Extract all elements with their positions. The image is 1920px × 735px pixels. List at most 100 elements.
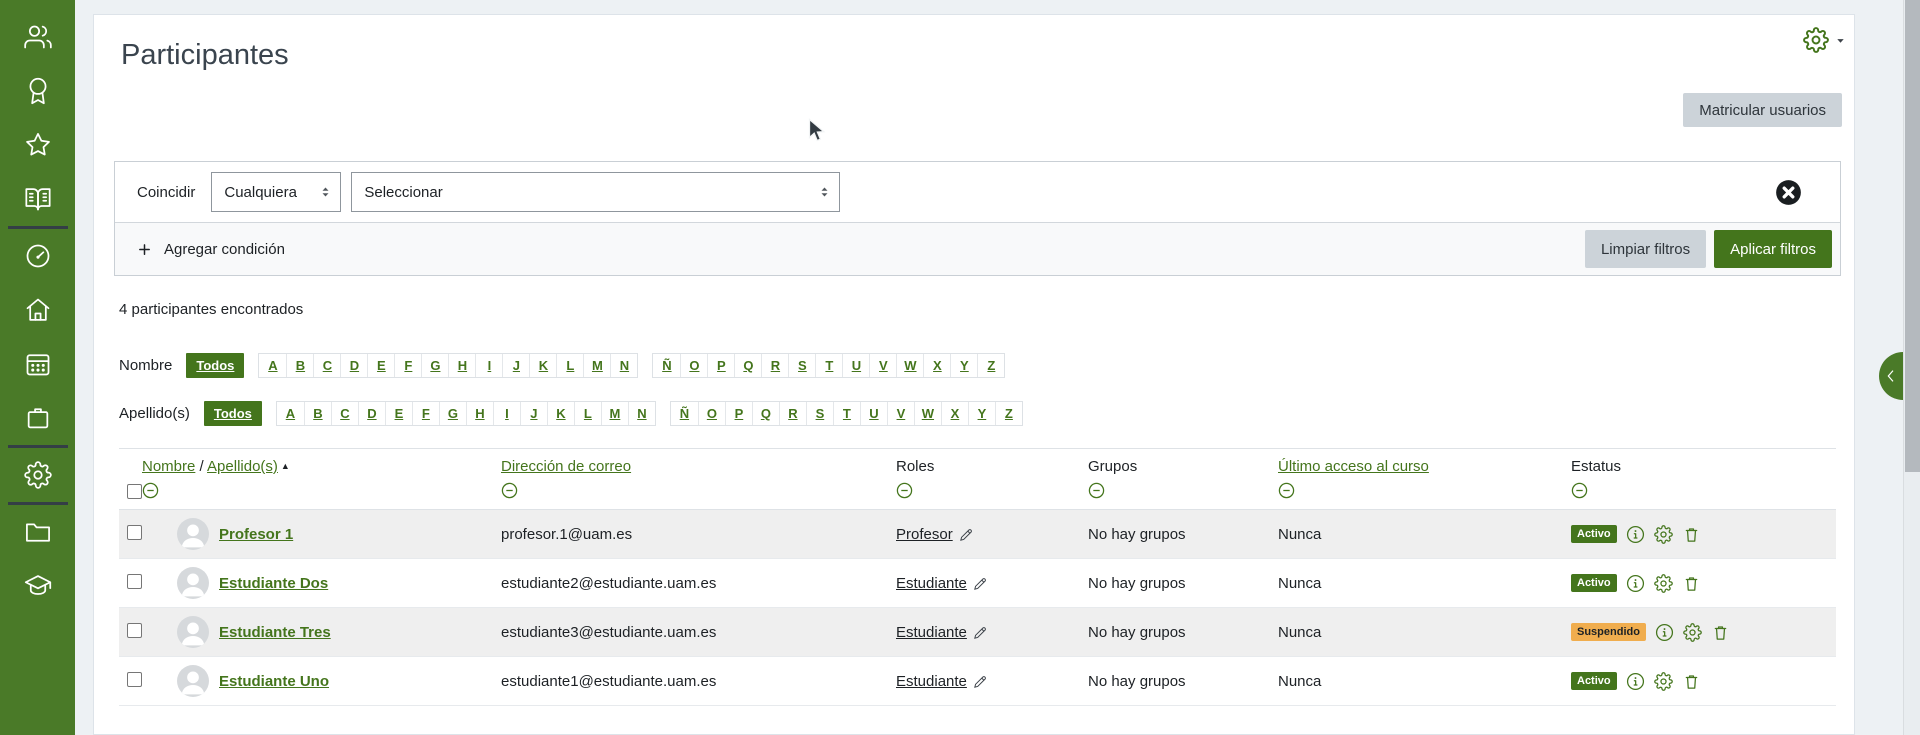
info-icon[interactable] xyxy=(1626,574,1645,593)
initial-letter[interactable]: C xyxy=(313,354,340,377)
minus-circle-icon[interactable] xyxy=(896,482,913,499)
enrol-users-button[interactable]: Matricular usuarios xyxy=(1683,93,1842,127)
scrollbar-thumb[interactable] xyxy=(1905,0,1920,472)
initial-letter[interactable]: B xyxy=(303,402,331,425)
initial-letter[interactable]: G xyxy=(421,354,448,377)
initial-letter[interactable]: P xyxy=(707,354,734,377)
avatar[interactable] xyxy=(177,665,209,697)
initial-letter[interactable]: R xyxy=(778,402,806,425)
sidebar-item-dashboard[interactable] xyxy=(23,241,53,271)
initial-letter[interactable]: U xyxy=(859,402,887,425)
sort-by-last-access-link[interactable]: Último acceso al curso xyxy=(1278,458,1429,475)
initial-letter[interactable]: R xyxy=(761,354,788,377)
initial-letter[interactable]: D xyxy=(340,354,367,377)
role-link[interactable]: Profesor xyxy=(896,525,953,543)
initial-letter[interactable]: Ñ xyxy=(679,406,690,421)
vertical-scrollbar[interactable] xyxy=(1903,0,1920,735)
initial-letter[interactable]: V xyxy=(886,402,914,425)
trash-icon[interactable] xyxy=(1682,574,1701,593)
initial-letter[interactable]: O xyxy=(680,354,707,377)
info-icon[interactable] xyxy=(1655,623,1674,642)
gear-icon[interactable] xyxy=(1653,573,1673,593)
gear-icon[interactable] xyxy=(1653,671,1673,691)
minus-circle-icon[interactable] xyxy=(1278,482,1295,499)
actions-menu-button[interactable] xyxy=(1803,27,1846,53)
initial-letter[interactable]: X xyxy=(923,354,950,377)
minus-circle-icon[interactable] xyxy=(1088,482,1105,499)
avatar[interactable] xyxy=(177,567,209,599)
edit-pencil-icon[interactable] xyxy=(972,575,989,592)
sidebar-item-home[interactable] xyxy=(23,295,53,325)
initial-letter[interactable]: B xyxy=(286,354,313,377)
trash-icon[interactable] xyxy=(1682,672,1701,691)
minus-circle-icon[interactable] xyxy=(1571,482,1588,499)
trash-icon[interactable] xyxy=(1711,623,1730,642)
initial-letter[interactable]: P xyxy=(724,402,752,425)
row-checkbox[interactable] xyxy=(127,622,142,638)
initial-letter[interactable]: A xyxy=(285,406,296,421)
avatar[interactable] xyxy=(177,518,209,550)
initial-letter[interactable]: N xyxy=(627,402,655,425)
initial-letter[interactable]: T xyxy=(815,354,842,377)
sidebar-item-grades[interactable] xyxy=(23,184,53,214)
initial-letter[interactable]: Z xyxy=(994,402,1022,425)
initial-letter[interactable]: N xyxy=(610,354,637,377)
edit-pencil-icon[interactable] xyxy=(972,624,989,641)
sidebar-item-calendar[interactable] xyxy=(23,349,53,379)
initial-letter[interactable]: K xyxy=(546,402,574,425)
sort-by-name-link[interactable]: Nombre xyxy=(142,458,196,475)
info-icon[interactable] xyxy=(1626,672,1645,691)
info-icon[interactable] xyxy=(1626,525,1645,544)
initial-letter[interactable]: S xyxy=(805,402,833,425)
role-link[interactable]: Estudiante xyxy=(896,574,967,592)
sort-by-surname-link[interactable]: Apellido(s) xyxy=(207,458,278,475)
row-checkbox[interactable] xyxy=(127,671,142,687)
initial-letter[interactable]: Y xyxy=(967,402,995,425)
initial-letter[interactable]: Z xyxy=(977,354,1004,377)
initial-letter[interactable]: L xyxy=(556,354,583,377)
row-checkbox[interactable] xyxy=(127,524,142,540)
initial-letter[interactable]: V xyxy=(869,354,896,377)
initial-letter[interactable]: C xyxy=(330,402,358,425)
initial-letter[interactable]: M xyxy=(583,354,610,377)
initial-letter[interactable]: J xyxy=(502,354,529,377)
initial-letter[interactable]: U xyxy=(842,354,869,377)
initial-letter[interactable]: A xyxy=(268,358,278,373)
sidebar-item-courses[interactable] xyxy=(23,571,53,601)
initial-letter[interactable]: O xyxy=(697,402,725,425)
minus-circle-icon[interactable] xyxy=(142,482,159,499)
initial-letter[interactable]: W xyxy=(913,402,941,425)
initial-letter[interactable]: F xyxy=(411,402,439,425)
minus-circle-icon[interactable] xyxy=(501,482,518,499)
initial-letter[interactable]: K xyxy=(529,354,556,377)
firstname-all-button[interactable]: Todos xyxy=(186,353,245,378)
edit-pencil-icon[interactable] xyxy=(972,673,989,690)
initial-letter[interactable]: T xyxy=(832,402,860,425)
initial-letter[interactable]: Q xyxy=(751,402,779,425)
sidebar-item-content-bank[interactable] xyxy=(23,517,53,547)
gear-icon[interactable] xyxy=(1653,524,1673,544)
role-link[interactable]: Estudiante xyxy=(896,623,967,641)
select-all-checkbox[interactable] xyxy=(127,484,142,499)
initial-letter[interactable]: Ñ xyxy=(662,358,672,373)
apply-filters-button[interactable]: Aplicar filtros xyxy=(1714,230,1832,268)
trash-icon[interactable] xyxy=(1682,525,1701,544)
add-condition-link[interactable]: Agregar condición xyxy=(137,241,285,258)
sidebar-item-private-files[interactable] xyxy=(23,403,53,433)
avatar[interactable] xyxy=(177,616,209,648)
sort-by-email-link[interactable]: Dirección de correo xyxy=(501,458,632,475)
initial-letter[interactable]: E xyxy=(367,354,394,377)
surname-all-button[interactable]: Todos xyxy=(203,401,262,426)
initial-letter[interactable]: H xyxy=(448,354,475,377)
initial-letter[interactable]: W xyxy=(896,354,923,377)
initial-letter[interactable]: D xyxy=(357,402,385,425)
sidebar-item-badges[interactable] xyxy=(23,76,53,106)
sidebar-item-admin[interactable] xyxy=(23,460,53,490)
participant-name-link[interactable]: Profesor 1 xyxy=(219,525,294,543)
initial-letter[interactable]: M xyxy=(600,402,628,425)
remove-filter-x-circle-icon[interactable] xyxy=(1775,179,1802,206)
sidebar-item-participants[interactable] xyxy=(23,22,53,52)
initial-letter[interactable]: L xyxy=(573,402,601,425)
initial-letter[interactable]: I xyxy=(475,354,502,377)
initial-letter[interactable]: X xyxy=(940,402,968,425)
